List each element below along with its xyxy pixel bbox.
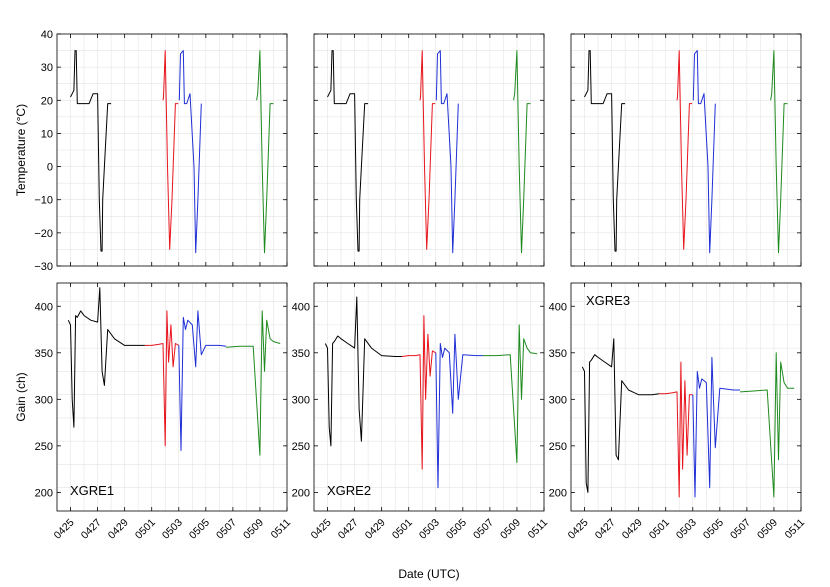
y-tick-label: 350 <box>35 348 53 360</box>
x-tick-label: 0427 <box>593 517 618 542</box>
x-axis-label: Date (UTC) <box>398 567 459 581</box>
series-line-red <box>676 50 693 250</box>
series-line-green <box>513 50 531 254</box>
series-line-red <box>401 315 437 470</box>
series-line-blue <box>692 356 741 498</box>
series-line-green <box>226 310 281 456</box>
plot-frame <box>56 33 288 267</box>
y-tick-label: 250 <box>35 441 53 453</box>
x-tick-label: 0501 <box>647 517 672 542</box>
series-line-black <box>327 50 369 252</box>
y-tick-label: 200 <box>35 487 53 499</box>
series-line-black <box>67 287 145 428</box>
x-tick-label: 0509 <box>241 517 266 542</box>
series-line-red <box>162 50 179 250</box>
series-line-green <box>740 352 795 498</box>
detector-label: XGRE3 <box>586 293 630 308</box>
x-tick-label: 0507 <box>728 517 753 542</box>
x-tick-label: 0501 <box>133 517 158 542</box>
x-tick-label: 0511 <box>526 517 551 542</box>
x-tick-label: 0503 <box>417 517 442 542</box>
x-tick-label: 0429 <box>106 517 131 542</box>
x-tick-label: 0509 <box>755 517 780 542</box>
y-tick-label: 400 <box>35 301 53 313</box>
x-tick-label: 0427 <box>336 517 361 542</box>
x-tick-label: 0503 <box>674 517 699 542</box>
y-tick-label: 400 <box>549 301 567 313</box>
temperature-panel-xgre3 <box>570 33 802 267</box>
x-tick-label: 0507 <box>471 517 496 542</box>
plot-frame <box>313 33 545 267</box>
x-tick-label: 0429 <box>363 517 388 542</box>
series-line-green <box>256 50 274 254</box>
series-line-green <box>483 324 538 464</box>
series-line-red <box>658 361 693 498</box>
x-tick-label: 0425 <box>309 517 334 542</box>
y-tick-label: 30 <box>41 62 53 74</box>
y-tick-label: −20 <box>34 228 53 240</box>
gain-panel-xgre2: 200 250 300 350 400 XGRE2 0425 0427 0429 0501 0503… <box>292 282 551 542</box>
x-tick-label: 0429 <box>620 517 645 542</box>
x-tick-label: 0501 <box>390 517 415 542</box>
temperature-panel-xgre2 <box>313 33 545 267</box>
plot-frame <box>56 282 288 512</box>
y-tick-label: 10 <box>41 128 53 140</box>
series-line-red <box>419 50 436 250</box>
y-tick-label: 400 <box>292 301 310 313</box>
series-line-blue <box>435 333 484 489</box>
x-tick-label: 0425 <box>566 517 591 542</box>
y-axis-label-temperature: Temperature (°C) <box>14 104 28 196</box>
y-tick-label: 250 <box>292 441 310 453</box>
y-tick-label: 250 <box>549 441 567 453</box>
x-tick-label: 0503 <box>160 517 185 542</box>
series-line-black <box>324 296 402 447</box>
y-tick-label: −30 <box>34 261 53 273</box>
temperature-panel-xgre1: −30 −20 −10 0 10 20 30 40 <box>34 29 288 273</box>
x-tick-label: 0505 <box>701 517 726 542</box>
y-tick-label: 40 <box>41 29 53 41</box>
x-tick-label: 0511 <box>269 517 294 542</box>
y-tick-label: 300 <box>35 394 53 406</box>
x-tick-label: 0509 <box>498 517 523 542</box>
y-tick-label: 200 <box>549 487 567 499</box>
detector-label: XGRE2 <box>327 483 371 498</box>
detector-label: XGRE1 <box>70 483 114 498</box>
series-line-green <box>770 50 788 254</box>
x-tick-label: 0425 <box>52 517 77 542</box>
y-tick-label: 20 <box>41 95 53 107</box>
x-tick-label: 0511 <box>783 517 808 542</box>
y-tick-label: 300 <box>549 394 567 406</box>
x-tick-label: 0427 <box>79 517 104 542</box>
series-line-blue <box>435 50 459 254</box>
series-line-black <box>581 338 659 493</box>
series-line-black <box>584 50 626 252</box>
y-tick-label: 350 <box>292 348 310 360</box>
series-line-blue <box>178 50 202 254</box>
y-tick-label: 200 <box>292 487 310 499</box>
y-tick-label: 300 <box>292 394 310 406</box>
series-line-black <box>70 50 112 252</box>
x-tick-label: 0505 <box>444 517 469 542</box>
gain-panel-xgre3: 200 250 300 350 400 XGRE3 0425 0427 0429 0501 0503… <box>549 282 808 542</box>
x-tick-label: 0507 <box>214 517 239 542</box>
y-tick-label: −10 <box>34 195 53 207</box>
y-tick-label: 0 <box>47 162 53 174</box>
plot-frame <box>313 282 545 512</box>
x-tick-label: 0505 <box>187 517 212 542</box>
series-line-red <box>144 310 180 447</box>
gain-panel-xgre1: 200 250 300 350 400 XGRE1 0425 0427 0429 0501 0503… <box>35 282 294 542</box>
series-line-blue <box>178 310 227 451</box>
plot-frame <box>570 282 802 512</box>
y-axis-label-gain: Gain (ch) <box>14 372 28 421</box>
plot-frame <box>570 33 802 267</box>
series-line-blue <box>692 50 716 254</box>
y-tick-label: 350 <box>549 348 567 360</box>
